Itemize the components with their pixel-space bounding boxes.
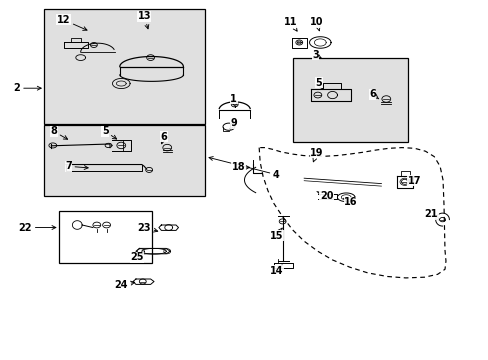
Text: 3: 3 (311, 50, 321, 60)
Text: 17: 17 (407, 176, 421, 186)
Text: 25: 25 (130, 252, 144, 262)
Text: 5: 5 (315, 78, 323, 89)
Text: 10: 10 (309, 17, 323, 31)
Text: 19: 19 (309, 148, 323, 162)
Text: 6: 6 (368, 89, 378, 99)
Text: 5: 5 (102, 126, 117, 139)
Text: 7: 7 (65, 161, 88, 171)
Text: 15: 15 (269, 228, 283, 241)
Text: 9: 9 (230, 118, 237, 129)
Bar (293, 58, 407, 142)
Text: 8: 8 (50, 126, 67, 139)
Text: 21: 21 (424, 209, 438, 220)
Text: 18: 18 (231, 162, 249, 172)
Text: 6: 6 (160, 132, 167, 144)
Text: 13: 13 (137, 11, 151, 29)
Text: 11: 11 (284, 17, 297, 31)
Text: 24: 24 (114, 280, 134, 290)
Text: 4: 4 (209, 157, 279, 180)
Bar (44, 9, 205, 124)
Text: 2: 2 (14, 83, 41, 93)
Bar (44, 125, 205, 196)
Text: 1: 1 (230, 94, 237, 107)
Text: 14: 14 (269, 265, 283, 276)
Text: 16: 16 (343, 197, 357, 207)
Text: 12: 12 (57, 15, 87, 30)
Text: 22: 22 (19, 222, 56, 233)
Bar (59, 211, 151, 263)
Text: 20: 20 (316, 191, 333, 201)
Text: 23: 23 (137, 222, 158, 233)
